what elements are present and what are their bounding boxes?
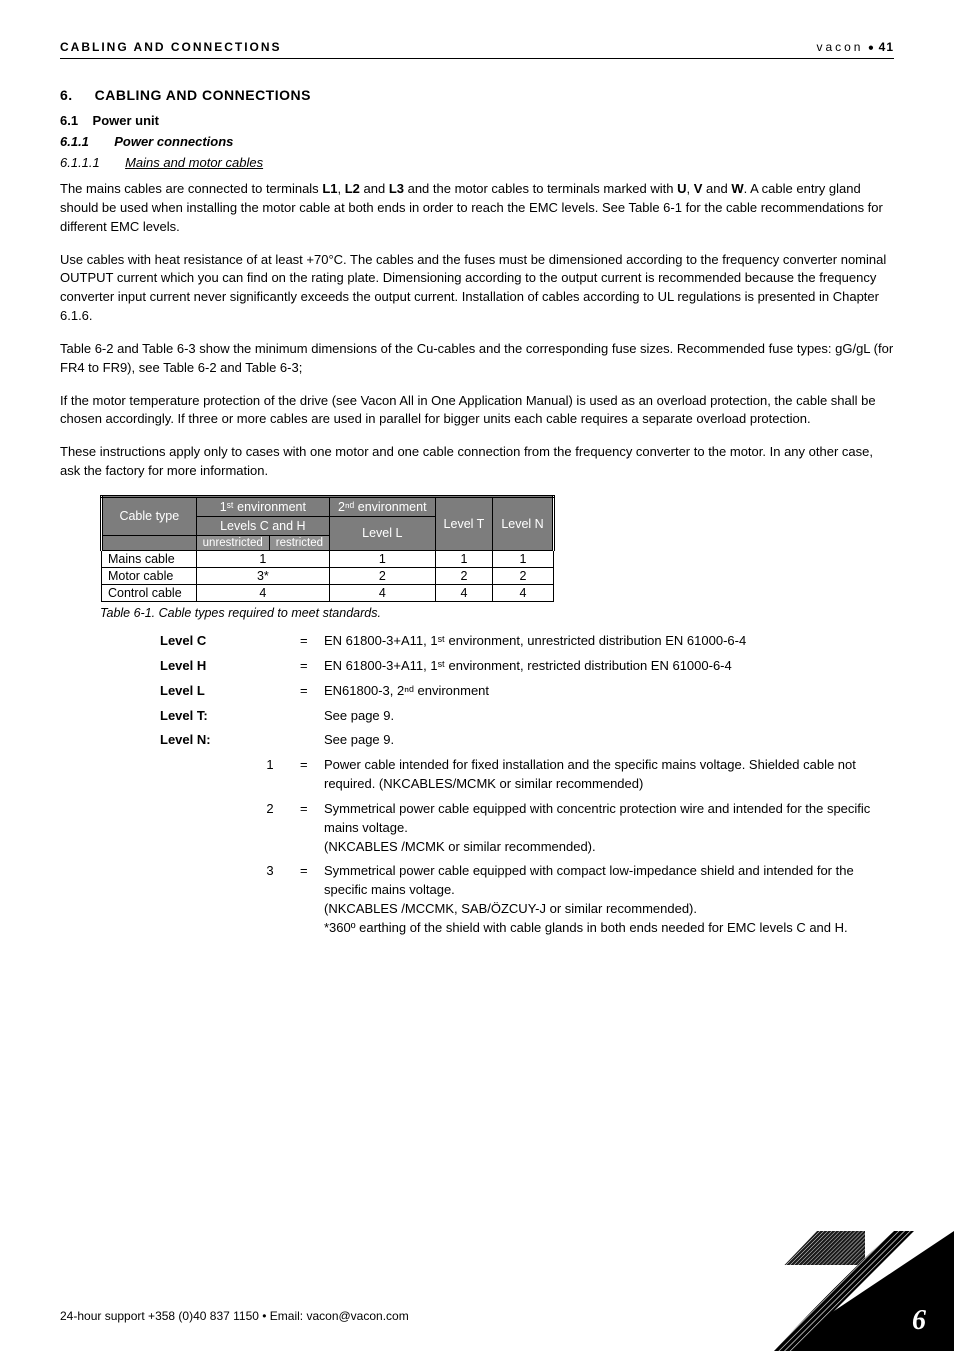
equals: = xyxy=(300,632,324,651)
corner-graphic xyxy=(774,1231,954,1351)
label: Level N: xyxy=(160,731,240,750)
brand: vacon xyxy=(816,40,863,54)
term-L1: L1 xyxy=(322,181,337,196)
th-cabletype: Cable type xyxy=(102,496,197,535)
th-unrestricted: unrestricted xyxy=(196,535,269,550)
th-levelT: Level T xyxy=(435,496,493,550)
heading-num: 6.1.1 xyxy=(60,134,89,149)
label: Level H xyxy=(160,657,240,676)
heading-6-1-1: 6.1.1 Power connections xyxy=(60,134,894,149)
th-levelN: Level N xyxy=(493,496,553,550)
section-number-corner: 6 xyxy=(912,1305,926,1337)
text: EN 61800-3+A11, 1ˢᵗ environment, unrestr… xyxy=(324,632,894,651)
header-section-title: CABLING AND CONNECTIONS xyxy=(60,40,282,54)
label: Level T: xyxy=(160,707,240,726)
cell: 1 xyxy=(435,550,493,567)
cell: 1 xyxy=(493,550,553,567)
cell: 4 xyxy=(330,584,436,601)
label: Level C xyxy=(160,632,240,651)
th-levelsCH: Levels C and H xyxy=(196,516,329,535)
heading-6-1-1-1: 6.1.1.1 Mains and motor cables xyxy=(60,155,894,170)
heading-num: 6.1 xyxy=(60,113,78,128)
num: 1 xyxy=(240,756,300,794)
para-2: Use cables with heat resistance of at le… xyxy=(60,251,894,326)
para-5: These instructions apply only to cases w… xyxy=(60,443,894,481)
heading-num: 6.1.1.1 xyxy=(60,155,100,170)
text: Symmetrical power cable equipped with co… xyxy=(324,862,894,937)
cell: 1 xyxy=(196,550,329,567)
cell: 4 xyxy=(435,584,493,601)
def-levelC: Level C = EN 61800-3+A11, 1ˢᵗ environmen… xyxy=(160,632,894,651)
cell: 2 xyxy=(330,567,436,584)
row-motor: Motor cable xyxy=(102,567,197,584)
footer-support: 24-hour support +358 (0)40 837 1150 • Em… xyxy=(60,1309,409,1323)
cell: 2 xyxy=(493,567,553,584)
th-restricted: restricted xyxy=(269,535,329,550)
heading-6-1: 6.1 Power unit xyxy=(60,113,894,128)
text: Power cable intended for fixed installat… xyxy=(324,756,894,794)
cell: 4 xyxy=(196,584,329,601)
level-definitions: Level C = EN 61800-3+A11, 1ˢᵗ environmen… xyxy=(160,632,894,938)
para-1a: The mains cables are connected to termin… xyxy=(60,181,322,196)
corner-svg xyxy=(774,1231,954,1351)
page-header: CABLING AND CONNECTIONS vacon ● 41 xyxy=(60,40,894,59)
table-caption: Table 6-1. Cable types required to meet … xyxy=(100,606,894,620)
heading-title: Power connections xyxy=(114,134,233,149)
def-note-2: 2 = Symmetrical power cable equipped wit… xyxy=(160,800,894,857)
para-1b: and the motor cables to terminals marked… xyxy=(404,181,677,196)
page-number-top: 41 xyxy=(879,40,894,54)
def-levelT: Level T: See page 9. xyxy=(160,707,894,726)
num: 3 xyxy=(240,862,300,937)
text: Symmetrical power cable equipped with co… xyxy=(324,800,894,857)
para-1: The mains cables are connected to termin… xyxy=(60,180,894,237)
th-levelL: Level L xyxy=(330,516,436,550)
heading-6: 6. CABLING AND CONNECTIONS xyxy=(60,87,894,103)
blank xyxy=(240,632,300,651)
row-control: Control cable xyxy=(102,584,197,601)
cell: 3* xyxy=(196,567,329,584)
def-levelH: Level H = EN 61800-3+A11, 1ˢᵗ environmen… xyxy=(160,657,894,676)
row-mains: Mains cable xyxy=(102,550,197,567)
cell: 4 xyxy=(493,584,553,601)
word-and: and xyxy=(360,181,389,196)
bullet: ● xyxy=(868,42,879,53)
def-levelL: Level L = EN61800-3, 2ⁿᵈ environment xyxy=(160,682,894,701)
header-brand-page: vacon ● 41 xyxy=(816,40,894,54)
th-blank xyxy=(102,535,197,550)
para-3: Table 6-2 and Table 6-3 show the minimum… xyxy=(60,340,894,378)
term-U: U xyxy=(677,181,686,196)
word-and2: and xyxy=(702,181,731,196)
cell: 2 xyxy=(435,567,493,584)
def-note-1: 1 = Power cable intended for fixed insta… xyxy=(160,756,894,794)
heading-num: 6. xyxy=(60,87,73,103)
term-L2: L2 xyxy=(345,181,360,196)
num: 2 xyxy=(240,800,300,857)
cell: 1 xyxy=(330,550,436,567)
th-env2: 2ⁿᵈ environment xyxy=(330,496,436,516)
text: EN61800-3, 2ⁿᵈ environment xyxy=(324,682,894,701)
heading-title: CABLING AND CONNECTIONS xyxy=(95,87,311,103)
para-2a: Use cables with heat resistance of at le… xyxy=(60,252,328,267)
text: See page 9. xyxy=(324,707,894,726)
th-env1: 1ˢᵗ environment xyxy=(196,496,329,516)
heading-title: Power unit xyxy=(93,113,159,128)
def-levelN: Level N: See page 9. xyxy=(160,731,894,750)
term-W: W xyxy=(731,181,743,196)
para-4: If the motor temperature protection of t… xyxy=(60,392,894,430)
label: Level L xyxy=(160,682,240,701)
def-note-3: 3 = Symmetrical power cable equipped wit… xyxy=(160,862,894,937)
text: See page 9. xyxy=(324,731,894,750)
cable-type-table: Cable type 1ˢᵗ environment 2ⁿᵈ environme… xyxy=(100,495,555,602)
term-L3: L3 xyxy=(389,181,404,196)
heading-title: Mains and motor cables xyxy=(125,155,263,170)
text: EN 61800-3+A11, 1ˢᵗ environment, restric… xyxy=(324,657,894,676)
